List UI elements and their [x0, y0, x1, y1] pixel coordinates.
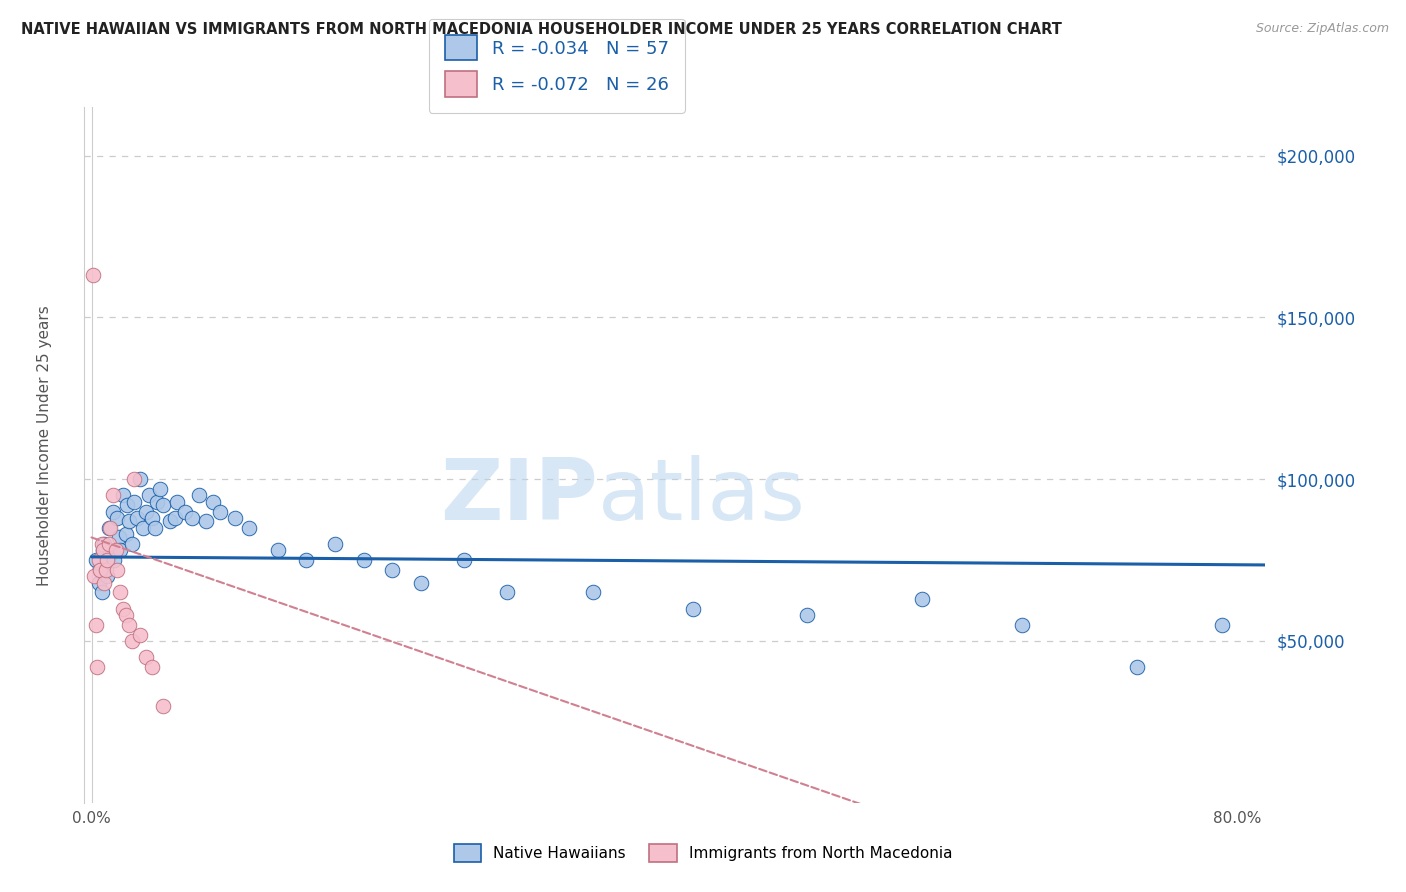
- Point: [101, 504, 124, 518]
- Point: [115, 608, 138, 623]
- Point: [581, 585, 603, 599]
- Point: [98, 547, 121, 561]
- Point: [118, 617, 141, 632]
- Point: [141, 511, 163, 525]
- Point: [127, 511, 149, 525]
- Point: [90, 585, 112, 599]
- Point: [91, 543, 114, 558]
- Legend: R = -0.034   N = 57, R = -0.072   N = 26: R = -0.034 N = 57, R = -0.072 N = 26: [429, 19, 685, 113]
- Point: [152, 698, 174, 713]
- Point: [129, 472, 152, 486]
- Point: [911, 591, 934, 606]
- Text: ZIP: ZIP: [440, 455, 598, 538]
- Point: [138, 488, 160, 502]
- Point: [111, 601, 134, 615]
- Point: [353, 553, 375, 567]
- Point: [103, 553, 125, 567]
- Point: [166, 495, 188, 509]
- Point: [295, 553, 318, 567]
- Point: [89, 563, 111, 577]
- Point: [1011, 617, 1033, 632]
- Point: [111, 488, 134, 502]
- Point: [104, 543, 127, 558]
- Point: [97, 537, 120, 551]
- Point: [108, 585, 131, 599]
- Point: [121, 537, 143, 551]
- Point: [141, 660, 163, 674]
- Point: [124, 495, 146, 509]
- Point: [682, 601, 704, 615]
- Point: [117, 498, 139, 512]
- Point: [124, 472, 146, 486]
- Point: [94, 559, 117, 574]
- Point: [96, 569, 118, 583]
- Point: [159, 514, 181, 528]
- Point: [94, 563, 117, 577]
- Point: [87, 553, 110, 567]
- Point: [209, 504, 232, 518]
- Point: [90, 537, 112, 551]
- Point: [173, 504, 195, 518]
- Point: [96, 553, 118, 567]
- Text: NATIVE HAWAIIAN VS IMMIGRANTS FROM NORTH MACEDONIA HOUSEHOLDER INCOME UNDER 25 Y: NATIVE HAWAIIAN VS IMMIGRANTS FROM NORTH…: [21, 22, 1062, 37]
- Point: [84, 617, 107, 632]
- Point: [132, 521, 155, 535]
- Point: [143, 521, 166, 535]
- Point: [323, 537, 346, 551]
- Point: [97, 521, 120, 535]
- Text: atlas: atlas: [598, 455, 806, 538]
- Point: [453, 553, 475, 567]
- Point: [163, 511, 186, 525]
- Point: [108, 543, 131, 558]
- Point: [89, 563, 111, 577]
- Point: [105, 511, 128, 525]
- Point: [146, 495, 169, 509]
- Point: [195, 514, 218, 528]
- Point: [86, 660, 108, 674]
- Point: [84, 553, 107, 567]
- Point: [202, 495, 225, 509]
- Point: [121, 634, 143, 648]
- Point: [98, 521, 121, 535]
- Point: [82, 268, 104, 283]
- Point: [93, 537, 115, 551]
- Point: [107, 531, 129, 545]
- Point: [135, 650, 157, 665]
- Point: [101, 488, 124, 502]
- Point: [129, 627, 152, 641]
- Point: [115, 527, 138, 541]
- Point: [135, 504, 157, 518]
- Text: Source: ZipAtlas.com: Source: ZipAtlas.com: [1256, 22, 1389, 36]
- Point: [152, 498, 174, 512]
- Point: [87, 575, 110, 590]
- Point: [409, 575, 432, 590]
- Point: [224, 511, 246, 525]
- Point: [238, 521, 260, 535]
- Text: Householder Income Under 25 years: Householder Income Under 25 years: [38, 306, 52, 586]
- Point: [105, 563, 128, 577]
- Point: [149, 482, 172, 496]
- Point: [266, 543, 288, 558]
- Point: [1211, 617, 1233, 632]
- Point: [91, 543, 114, 558]
- Legend: Native Hawaiians, Immigrants from North Macedonia: Native Hawaiians, Immigrants from North …: [447, 838, 959, 868]
- Point: [83, 569, 105, 583]
- Point: [118, 514, 141, 528]
- Point: [187, 488, 209, 502]
- Point: [796, 608, 818, 623]
- Point: [1125, 660, 1147, 674]
- Point: [180, 511, 202, 525]
- Point: [495, 585, 517, 599]
- Point: [93, 575, 115, 590]
- Point: [381, 563, 404, 577]
